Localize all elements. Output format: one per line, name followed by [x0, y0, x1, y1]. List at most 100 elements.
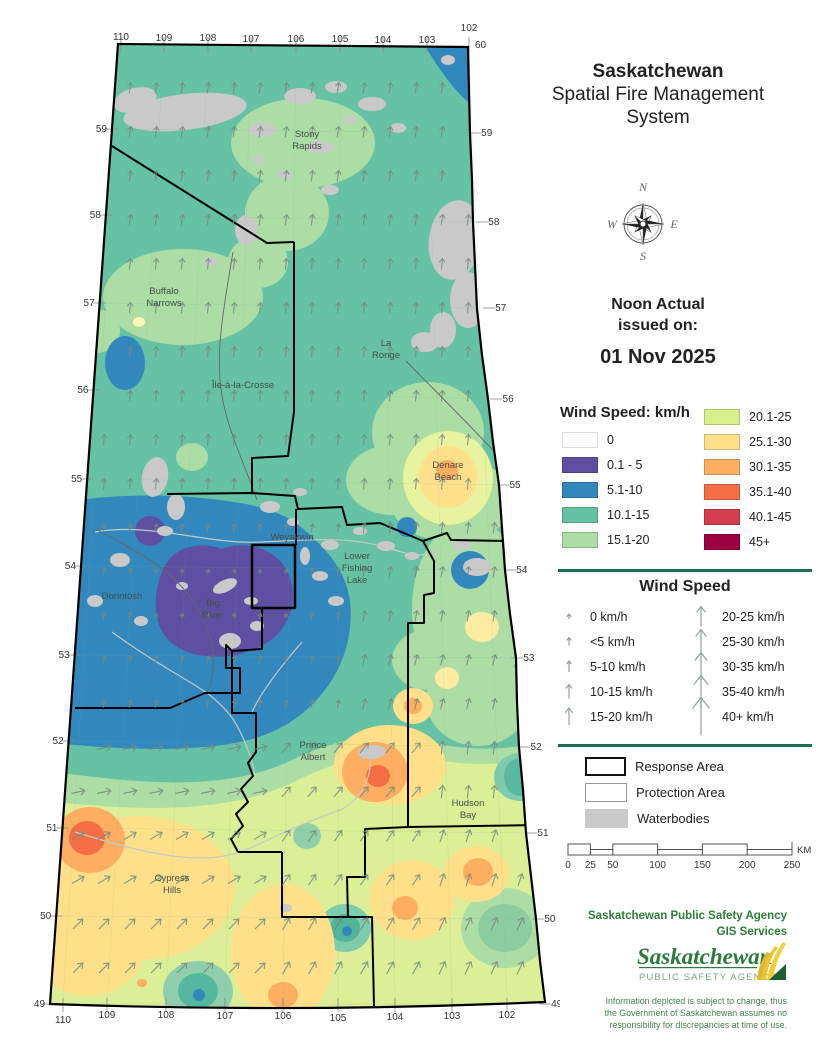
response-area-boundaries — [75, 145, 541, 1007]
wind-arrow-icon — [566, 636, 572, 646]
wind-color-label: 45+ — [749, 534, 771, 549]
issued-block: Noon Actual issued on: 01 Nov 2025 — [520, 294, 796, 369]
lat-label-left-55: 55 — [71, 474, 83, 485]
wind-color-label: 10.1-15 — [607, 507, 650, 522]
logo-subtext: PUBLIC SAFETY AGENCY — [639, 972, 777, 983]
map-label-hudson-bay: Bay — [460, 810, 477, 821]
wind-arrow-label: 40+ km/h — [722, 709, 774, 724]
compass-letter-n: N — [638, 180, 648, 194]
lat-label-left-49: 49 — [34, 999, 46, 1010]
lon-label-top-104: 104 — [375, 35, 392, 46]
wind-color-swatch — [562, 531, 598, 548]
map-label-hudson-bay: Hudson — [452, 798, 485, 809]
wind-arrow-icon — [566, 660, 572, 672]
credits: Saskatchewan Public Safety Agency GIS Se… — [520, 908, 787, 940]
wind-arrow-legend-row: 15-20 km/h — [556, 704, 653, 729]
lon-label-bottom-103: 103 — [444, 1011, 461, 1022]
svg-text:25: 25 — [585, 860, 597, 871]
wind-arrow-label: <5 km/h — [590, 634, 635, 649]
divider — [558, 569, 812, 572]
lat-label-right-54: 54 — [516, 565, 528, 576]
svg-text:50: 50 — [607, 860, 619, 871]
wind-color-legend-row: 0 — [562, 427, 649, 452]
wind-arrow-label: 10-15 km/h — [590, 684, 653, 699]
area-legend-label: Response Area — [635, 758, 724, 774]
logo-wordmark: Saskatchewan — [637, 944, 772, 969]
map-label-stony-rapids: Stony — [295, 129, 320, 140]
wind-color-legend-row: 35.1-40 — [704, 479, 791, 504]
map-label-big-river: Big — [206, 598, 220, 609]
map-label-weyakwin: Weyakwin — [270, 532, 313, 543]
wind-color-legend-row: 25.1-30 — [704, 429, 791, 454]
page-title: Saskatchewan Spatial Fire Management Sys… — [520, 60, 796, 129]
svg-text:150: 150 — [694, 860, 711, 871]
wind-color-legend-row: 20.1-25 — [704, 404, 791, 429]
province-border — [48, 42, 547, 1010]
map-label-lower-fishing-lake: Lake — [347, 575, 368, 586]
calm-yellow-dot — [133, 317, 145, 327]
wind-color-legend-row: 10.1-15 — [562, 502, 649, 527]
wind-arrow-legend-row: 20-25 km/h — [688, 604, 785, 629]
lat-label-left-50: 50 — [40, 911, 52, 922]
response-swatch — [585, 756, 626, 776]
map-label-lower-fishing-lake: Fishing — [342, 563, 373, 574]
compass-rose-icon: N E S W — [607, 180, 678, 263]
map-label-buffalo-narrows: Buffalo — [149, 286, 178, 297]
compass-letter-e: E — [669, 217, 678, 231]
wind-arrow-icon — [566, 613, 572, 619]
wheat-sheaf-icon — [757, 942, 786, 980]
compass-letter-w: W — [607, 217, 618, 231]
map-label-ile-a-la-crosse: Île-à-la-Crosse — [211, 380, 274, 391]
lat-label-left-53: 53 — [59, 650, 71, 661]
svg-text:KM: KM — [797, 845, 811, 856]
divider — [558, 744, 812, 747]
page-title-line3: System — [626, 107, 690, 128]
lon-label-bottom-108: 108 — [158, 1010, 175, 1021]
saskatchewan-psa-logo: Saskatchewan PUBLIC SAFETY AGENCY — [637, 942, 786, 983]
credits-agency: Saskatchewan Public Safety Agency — [588, 910, 787, 922]
wind-color-legend-title: Wind Speed: km/h — [560, 404, 690, 421]
graticule-labels: 59 58 57 56 55 54 53 52 51 50 49 60 59 58 57 56 55 54 53 52… — [34, 23, 560, 1026]
area-legend-row: Waterbodies — [585, 805, 725, 831]
lat-label-left-52: 52 — [53, 736, 65, 747]
map-label-dorintosh: Dorintosh — [102, 591, 143, 602]
lat-label-right-50: 50 — [544, 914, 556, 925]
map-label-denare-beach: Beach — [435, 472, 462, 483]
wind-arrow-icon — [695, 628, 707, 654]
wind-speed-surface — [50, 44, 545, 1009]
wind-color-label: 40.1-45 — [749, 509, 792, 524]
lon-label-bottom-110: 110 — [55, 1015, 71, 1026]
logo-underline — [639, 967, 757, 969]
lat-label-right-53: 53 — [523, 653, 535, 664]
wind-color-label: 35.1-40 — [749, 484, 792, 499]
lat-label-left-56: 56 — [77, 385, 89, 396]
credits-services: GIS Services — [716, 926, 787, 938]
area-legend: Response Area Protection Area Waterbodies — [585, 753, 725, 831]
wind-color-legend-row: 0.1 - 5 — [562, 452, 649, 477]
lat-label-left-51: 51 — [46, 823, 58, 834]
wind-arrows — [71, 81, 525, 975]
wind-color-label: 0 — [607, 432, 614, 447]
lat-label-right-52: 52 — [531, 742, 543, 753]
wind-arrow-legend-left: 0 km/h <5 km/h 5-10 km/h 10-15 km/h 15-20 km… — [556, 604, 653, 729]
wind-arrow-label: 35-40 km/h — [722, 684, 785, 699]
map-label-buffalo-narrows: Narrows — [146, 298, 182, 309]
lon-label-top-102: 102 — [461, 23, 478, 34]
page-title-line1: Saskatchewan — [592, 61, 724, 82]
wind-color-label: 30.1-35 — [749, 459, 792, 474]
lon-label-bottom-106: 106 — [275, 1011, 292, 1022]
area-legend-row: Protection Area — [585, 779, 725, 805]
wind-color-swatch — [704, 508, 740, 525]
protection-swatch — [585, 782, 627, 802]
area-legend-row: Response Area — [585, 753, 725, 779]
map-label-cypress-hills: Hills — [163, 885, 181, 896]
map-label-stony-rapids: Rapids — [292, 141, 322, 152]
lon-label-top-109: 109 — [156, 33, 173, 44]
issued-date: 01 Nov 2025 — [600, 346, 716, 368]
lon-label-top-108: 108 — [200, 33, 217, 44]
wind-arrow-legend-row: 25-30 km/h — [688, 628, 785, 654]
wind-arrow-icon — [565, 683, 573, 699]
map-label-la-ronge: La — [381, 338, 392, 349]
